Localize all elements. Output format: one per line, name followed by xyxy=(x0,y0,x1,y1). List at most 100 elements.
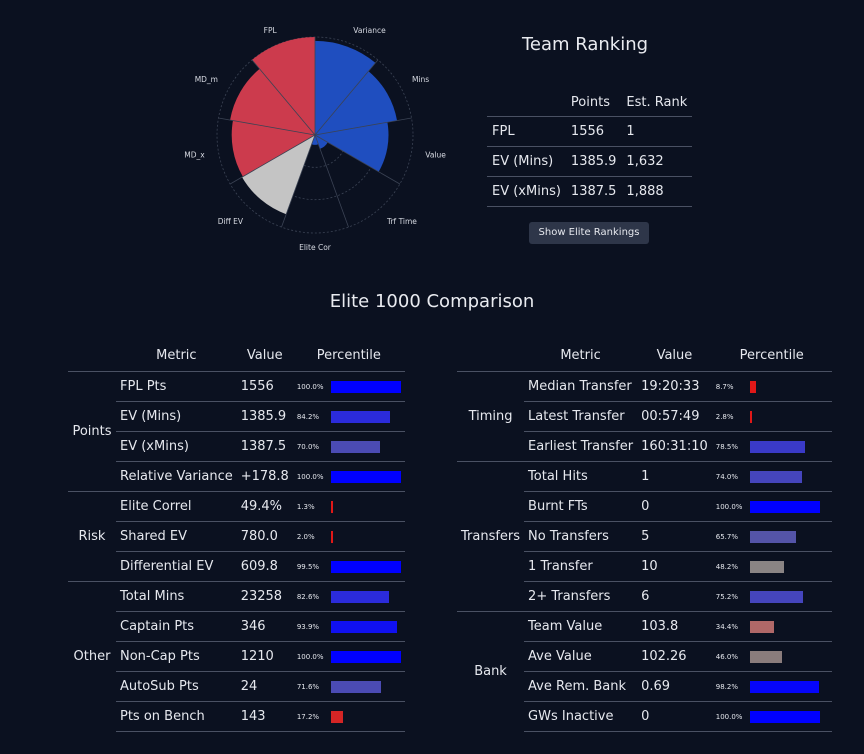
metric-name: Total Mins xyxy=(116,581,237,612)
percentile-cell: 34.4% xyxy=(711,611,832,642)
metric-name: FPL Pts xyxy=(116,371,237,402)
percentile-cell: 65.7% xyxy=(711,521,832,552)
percentile-text: 17.2% xyxy=(296,712,320,721)
metric-value: 0.69 xyxy=(637,671,712,702)
ranking-name: FPL xyxy=(487,116,566,147)
metric-value: 1387.5 xyxy=(236,431,293,462)
radar-chart: Variance Mins Value Trf Time Elite Cor Diff E… xyxy=(184,26,446,252)
table-row: 1 Transfer 10 48.2% xyxy=(457,551,832,582)
percentile-bar xyxy=(749,410,752,423)
ranking-rank: 1 xyxy=(621,116,693,147)
percentile-bar xyxy=(330,680,381,693)
metric-value: 00:57:49 xyxy=(637,401,712,432)
percentile-text: 100.0% xyxy=(715,712,743,721)
radar-spoke xyxy=(314,134,349,228)
percentile-text: 34.4% xyxy=(715,622,738,631)
metric-name: Team Value xyxy=(524,611,638,642)
percentile-text: 84.2% xyxy=(296,412,320,421)
comparison-table-right: Metric Value Percentile Timing Median Tra… xyxy=(457,340,832,732)
percentile-bar xyxy=(749,650,782,663)
metric-value: 103.8 xyxy=(637,611,712,642)
percentile-text: 99.5% xyxy=(296,562,320,571)
percentile-text: 75.2% xyxy=(715,592,738,601)
table-row: AutoSub Pts 24 71.6% xyxy=(68,671,405,702)
radar-sector xyxy=(311,135,319,145)
metric-name: Elite Correl xyxy=(116,491,237,522)
metric-name: No Transfers xyxy=(524,521,638,552)
percentile-cell: 1.3% xyxy=(292,491,405,522)
column-header-value: Value xyxy=(246,348,283,363)
ranking-header-name xyxy=(487,88,566,117)
ranking-points: 1387.5 xyxy=(565,176,622,207)
percentile-text: 2.0% xyxy=(296,532,315,541)
metric-name: Differential EV xyxy=(116,551,237,582)
percentile-cell: 74.0% xyxy=(711,461,832,492)
percentile-text: 78.5% xyxy=(715,442,738,451)
ranking-header-rank: Est. Rank xyxy=(626,94,688,110)
percentile-cell: 84.2% xyxy=(292,401,405,432)
table-row: Pts on Bench 143 17.2% xyxy=(68,701,405,732)
metric-name: Earliest Transfer xyxy=(524,431,638,462)
metric-value: 6 xyxy=(637,581,712,612)
percentile-bar xyxy=(330,470,401,483)
ranking-name: EV (xMins) xyxy=(487,176,566,207)
percentile-cell: 99.5% xyxy=(292,551,405,582)
percentile-bar xyxy=(749,710,820,723)
percentile-text: 98.2% xyxy=(715,682,738,691)
percentile-bar xyxy=(749,680,819,693)
radar-sector xyxy=(242,135,315,215)
table-row: No Transfers 5 65.7% xyxy=(457,521,832,552)
comparison-table-left: Metric Value Percentile Points FPL Pts 155… xyxy=(68,340,405,732)
ranking-rank: 1,632 xyxy=(621,146,693,177)
show-elite-rankings-button[interactable]: Show Elite Rankings xyxy=(529,222,649,244)
percentile-cell: 93.9% xyxy=(292,611,405,642)
metric-name: GWs Inactive xyxy=(524,701,638,732)
metric-name: Median Transfer xyxy=(524,371,638,402)
metric-value: 0 xyxy=(637,491,712,522)
percentile-text: 8.7% xyxy=(715,382,734,391)
percentile-cell: 98.2% xyxy=(711,671,832,702)
radar-sector xyxy=(230,68,315,135)
percentile-text: 71.6% xyxy=(296,682,320,691)
table-row: Differential EV 609.8 99.5% xyxy=(68,551,405,582)
metric-name: Burnt FTs xyxy=(524,491,638,522)
ranking-points: 1556 xyxy=(565,116,622,147)
percentile-text: 82.6% xyxy=(296,592,320,601)
table-row: Bank Team Value 103.8 34.4% xyxy=(457,611,832,732)
metric-value: 23258 xyxy=(236,581,293,612)
metric-value: 143 xyxy=(236,701,293,732)
ranking-points: 1385.9 xyxy=(565,146,622,177)
table-row: Risk Elite Correl 49.4% 1.3% xyxy=(68,491,405,582)
percentile-text: 46.0% xyxy=(715,652,738,661)
group-label: Transfers xyxy=(457,461,525,612)
radar-sector xyxy=(231,120,315,177)
metric-name: Ave Value xyxy=(524,641,638,672)
radar-spoke xyxy=(281,134,316,228)
ranking-table: Points Est. Rank FPL 1556 1 EV (Mins) 13… xyxy=(487,88,693,207)
metric-value: 1210 xyxy=(236,641,293,672)
group-label: Bank xyxy=(457,611,525,732)
radar-label: Variance xyxy=(353,26,386,35)
percentile-cell: 46.0% xyxy=(711,641,832,672)
radar-label: Diff EV xyxy=(218,217,244,226)
percentile-text: 65.7% xyxy=(715,532,738,541)
group-label: Risk xyxy=(68,491,116,582)
percentile-cell: 82.6% xyxy=(292,581,405,612)
radar-sector xyxy=(315,40,376,135)
percentile-text: 2.8% xyxy=(715,412,734,421)
metric-value: 346 xyxy=(236,611,293,642)
radar-sector xyxy=(315,71,398,135)
percentile-bar xyxy=(749,470,802,483)
column-header-metric: Metric xyxy=(560,348,601,363)
percentile-cell: 100.0% xyxy=(292,371,405,402)
radar-spoke xyxy=(314,59,379,136)
metric-name: Total Hits xyxy=(524,461,638,492)
radar-label: Mins xyxy=(412,75,429,84)
group-label: Other xyxy=(68,581,116,732)
metric-name: Relative Variance xyxy=(116,461,237,492)
percentile-cell: 17.2% xyxy=(292,701,405,732)
metric-name: Shared EV xyxy=(116,521,237,552)
metric-name: 1 Transfer xyxy=(524,551,638,582)
table-row: Latest Transfer 00:57:49 2.8% xyxy=(457,401,832,432)
percentile-bar xyxy=(330,710,343,723)
